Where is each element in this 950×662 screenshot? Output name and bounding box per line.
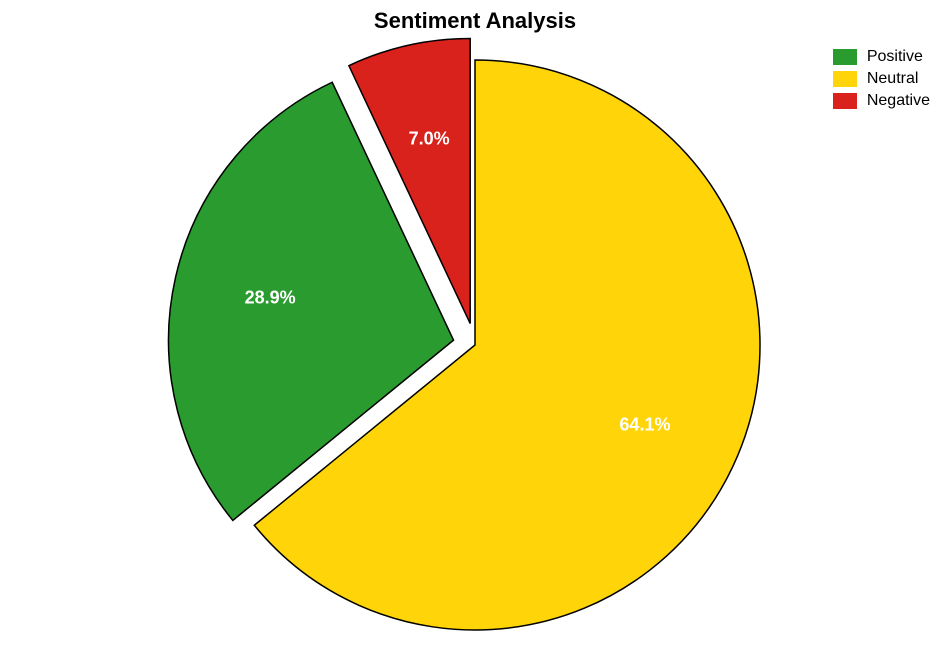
legend-item-negative: Negative bbox=[833, 92, 930, 110]
chart-container: Sentiment Analysis 64.1%28.9%7.0% Positi… bbox=[0, 0, 950, 662]
legend-label-positive: Positive bbox=[867, 48, 923, 66]
pie-slice-label-negative: 7.0% bbox=[409, 129, 450, 149]
legend-item-positive: Positive bbox=[833, 48, 930, 66]
pie-slice-label-neutral: 64.1% bbox=[619, 414, 670, 434]
legend-label-neutral: Neutral bbox=[867, 70, 919, 88]
legend-label-negative: Negative bbox=[867, 92, 930, 110]
legend: Positive Neutral Negative bbox=[833, 48, 930, 114]
legend-swatch-negative bbox=[833, 93, 857, 109]
legend-swatch-positive bbox=[833, 49, 857, 65]
legend-item-neutral: Neutral bbox=[833, 70, 930, 88]
legend-swatch-neutral bbox=[833, 71, 857, 87]
pie-slice-label-positive: 28.9% bbox=[245, 287, 296, 307]
pie-chart: 64.1% 28.9% 7.0% bbox=[0, 0, 950, 662]
